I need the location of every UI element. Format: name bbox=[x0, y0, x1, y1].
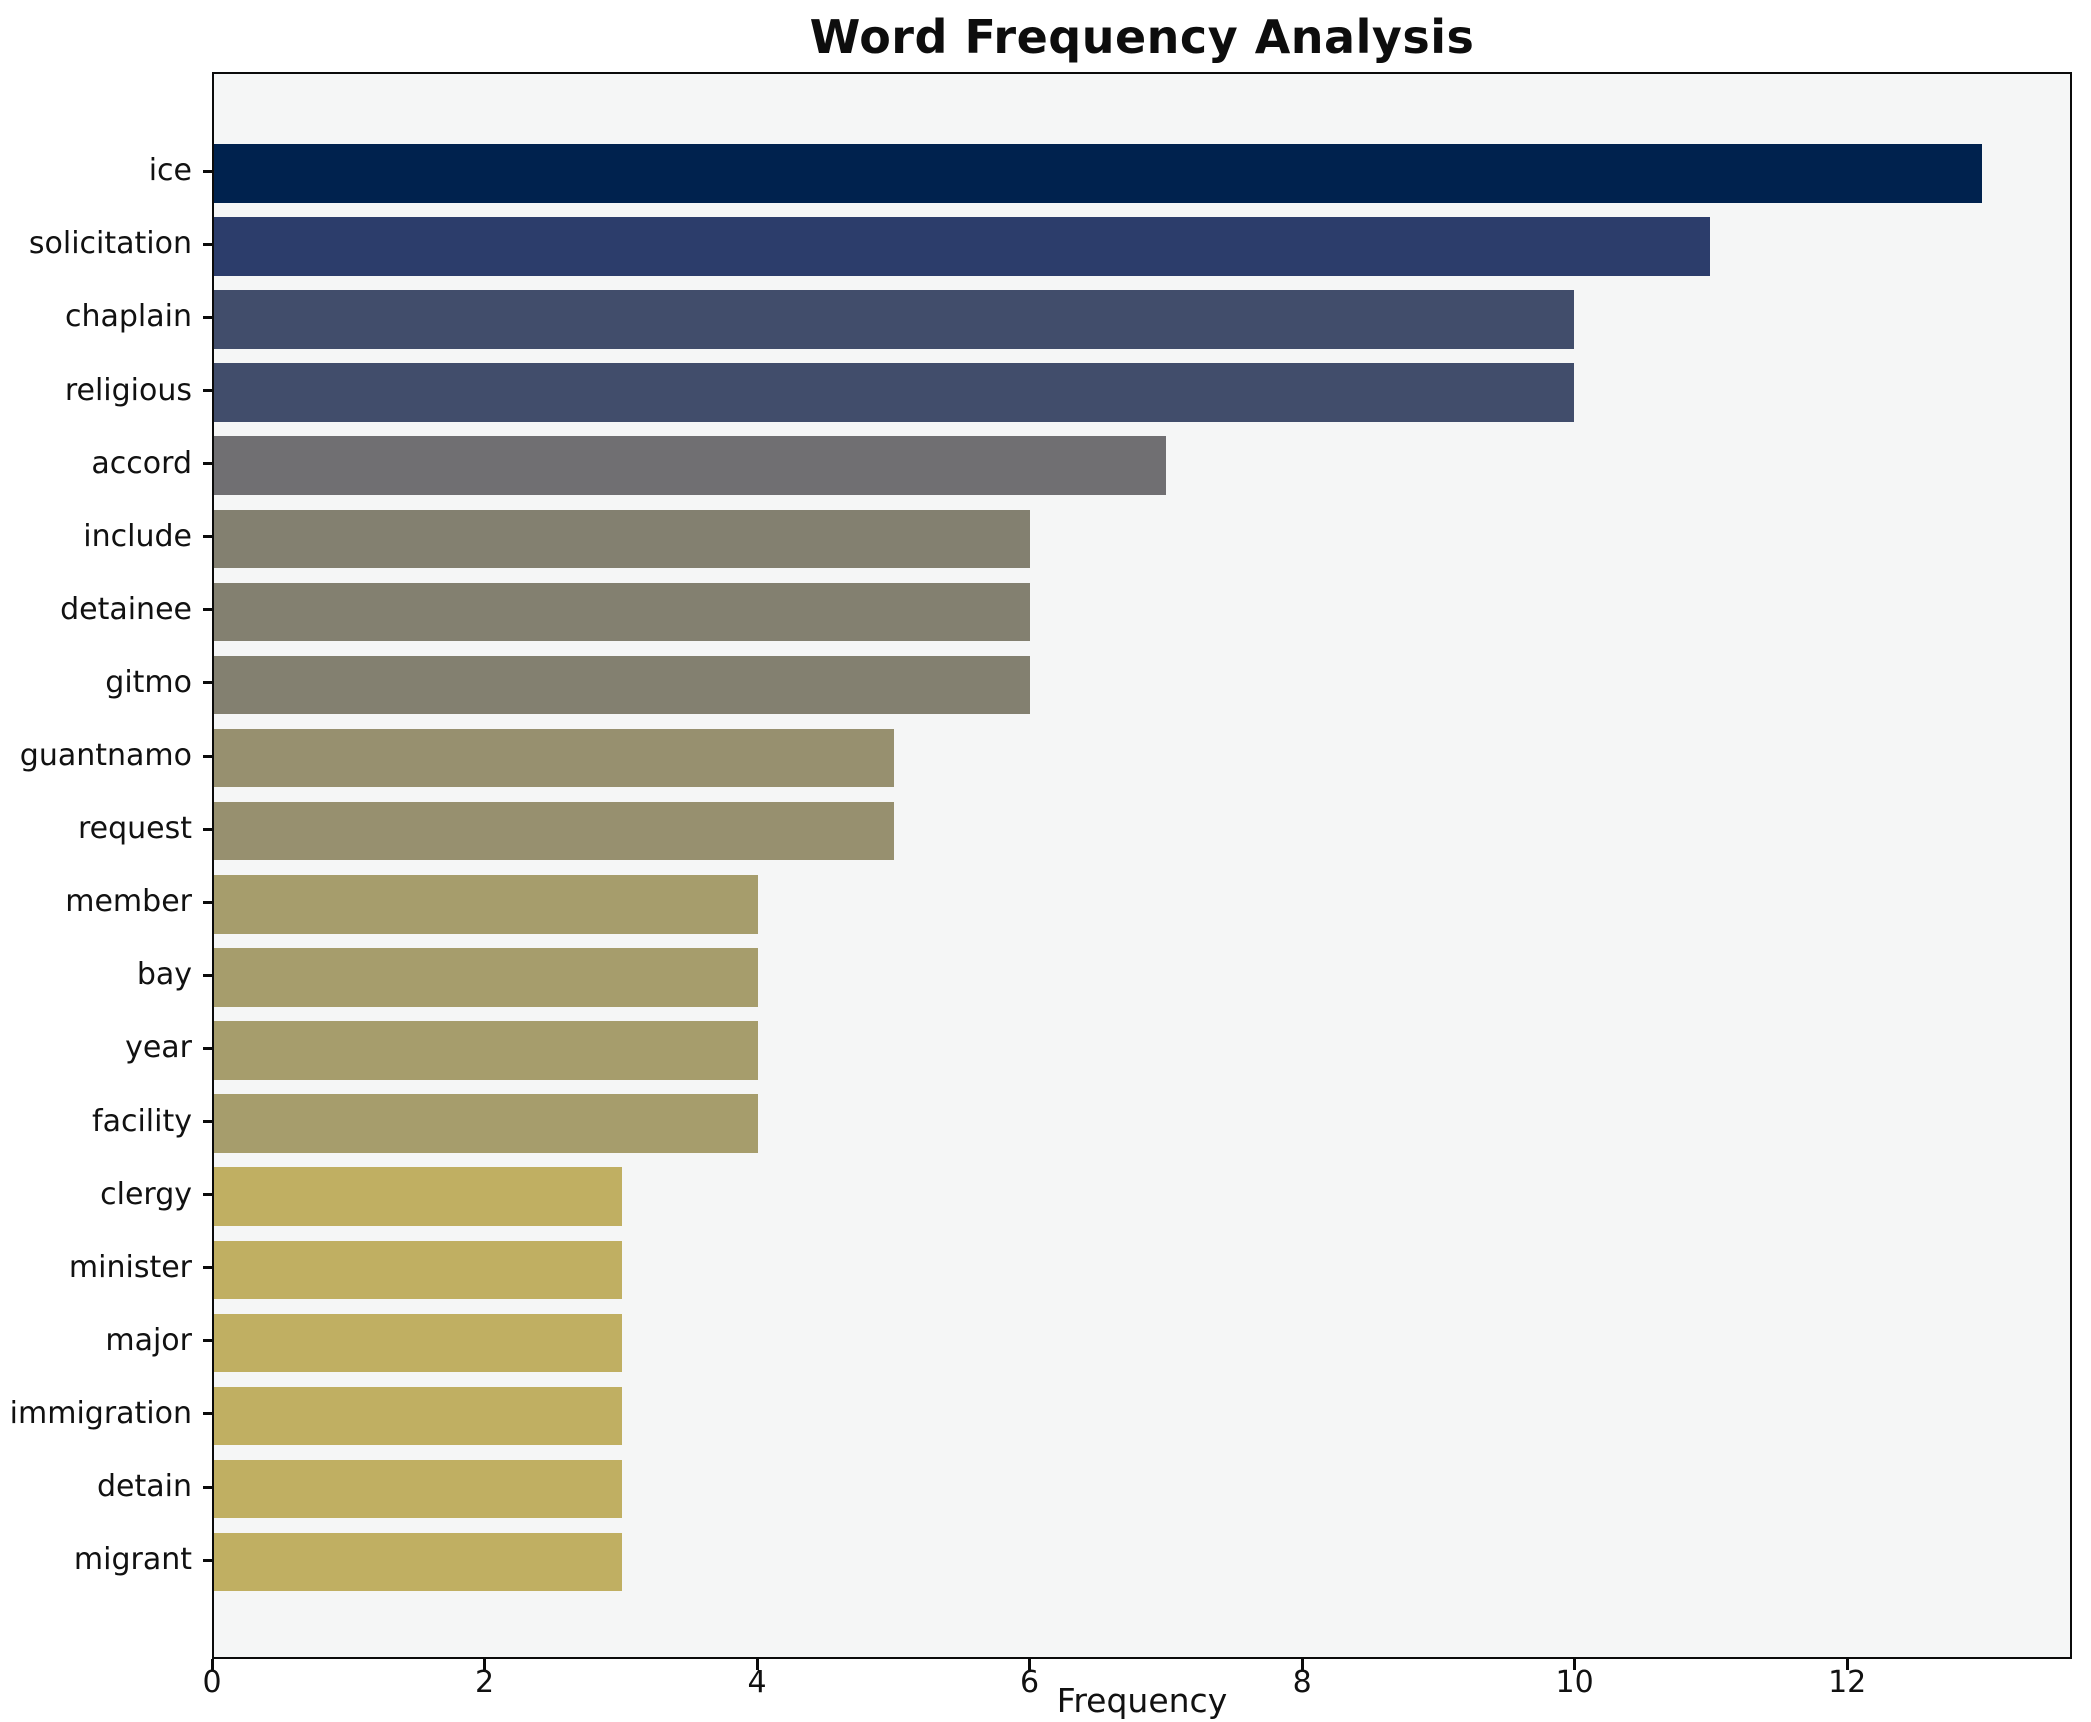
y-tick-label-member: member bbox=[65, 884, 192, 920]
y-tick-label-include: include bbox=[83, 518, 192, 554]
y-tick-mark bbox=[203, 462, 212, 466]
y-tick-mark bbox=[203, 973, 212, 977]
y-tick-mark bbox=[203, 1266, 212, 1270]
y-tick-label-guantnamo: guantnamo bbox=[19, 738, 192, 774]
bar-guantnamo bbox=[214, 728, 894, 788]
x-tick-label-8: 8 bbox=[1292, 1665, 1312, 1700]
x-tick-label-12: 12 bbox=[1828, 1665, 1867, 1700]
x-tick-mark bbox=[1845, 1659, 1849, 1670]
y-tick-label-chaplain: chaplain bbox=[64, 299, 192, 335]
y-tick-mark bbox=[203, 169, 212, 173]
x-tick-label-4: 4 bbox=[747, 1665, 767, 1700]
y-tick-mark bbox=[203, 242, 212, 246]
y-tick-label-detain: detain bbox=[97, 1469, 192, 1505]
y-tick-mark bbox=[203, 754, 212, 758]
y-tick-mark bbox=[203, 900, 212, 904]
y-tick-mark bbox=[203, 1193, 212, 1197]
x-tick-mark bbox=[1300, 1659, 1304, 1670]
plot-area bbox=[212, 72, 2072, 1659]
bar-include bbox=[214, 509, 1030, 568]
bar-member bbox=[214, 875, 758, 934]
y-tick-label-detainee: detainee bbox=[60, 591, 192, 627]
bar-detain bbox=[214, 1459, 622, 1519]
bar-immigration bbox=[214, 1386, 622, 1446]
bar-major bbox=[214, 1313, 622, 1373]
y-tick-label-accord: accord bbox=[91, 445, 192, 481]
bar-clergy bbox=[214, 1167, 622, 1226]
y-tick-mark bbox=[203, 1120, 212, 1124]
x-axis-title: Frequency bbox=[1056, 1681, 1228, 1720]
y-tick-label-bay: bay bbox=[136, 957, 192, 993]
y-tick-label-ice: ice bbox=[148, 153, 192, 189]
bar-migrant bbox=[214, 1532, 622, 1592]
y-tick-label-request: request bbox=[77, 811, 192, 847]
bar-request bbox=[214, 801, 894, 861]
y-tick-mark bbox=[203, 1046, 212, 1050]
y-tick-label-minister: minister bbox=[68, 1249, 192, 1285]
y-tick-mark bbox=[203, 315, 212, 319]
x-tick-mark bbox=[210, 1659, 214, 1670]
y-tick-mark bbox=[203, 1485, 212, 1489]
bar-gitmo bbox=[214, 655, 1030, 715]
bar-detainee bbox=[214, 582, 1030, 642]
x-tick-label-10: 10 bbox=[1555, 1665, 1594, 1700]
bar-year bbox=[214, 1021, 758, 1080]
y-tick-mark bbox=[203, 1412, 212, 1416]
bar-accord bbox=[214, 436, 1166, 495]
y-tick-label-facility: facility bbox=[92, 1103, 192, 1139]
y-tick-mark bbox=[203, 681, 212, 685]
y-tick-label-clergy: clergy bbox=[100, 1176, 192, 1212]
x-tick-label-2: 2 bbox=[474, 1665, 495, 1700]
y-tick-label-religious: religious bbox=[64, 372, 192, 408]
bar-minister bbox=[214, 1240, 622, 1299]
y-tick-label-year: year bbox=[125, 1030, 192, 1066]
y-tick-mark bbox=[203, 1558, 212, 1562]
x-tick-mark bbox=[755, 1659, 759, 1670]
y-tick-label-solicitation: solicitation bbox=[28, 226, 192, 262]
bar-bay bbox=[214, 948, 758, 1007]
y-tick-label-gitmo: gitmo bbox=[105, 664, 192, 700]
x-tick-mark bbox=[483, 1659, 487, 1670]
y-tick-mark bbox=[203, 608, 212, 612]
chart-title: Word Frequency Analysis bbox=[809, 10, 1475, 64]
y-tick-mark bbox=[203, 389, 212, 393]
x-tick-mark bbox=[1028, 1659, 1032, 1670]
x-tick-label-6: 6 bbox=[1020, 1665, 1040, 1700]
y-tick-label-immigration: immigration bbox=[9, 1395, 192, 1431]
bar-facility bbox=[214, 1094, 758, 1153]
y-tick-mark bbox=[203, 827, 212, 831]
y-tick-mark bbox=[203, 1339, 212, 1343]
bar-religious bbox=[214, 363, 1574, 422]
bar-chaplain bbox=[214, 290, 1574, 349]
bar-ice bbox=[214, 144, 1982, 203]
bar-solicitation bbox=[214, 217, 1710, 276]
y-tick-label-migrant: migrant bbox=[73, 1542, 192, 1578]
bars-layer bbox=[214, 74, 2070, 1657]
y-tick-mark bbox=[203, 535, 212, 539]
x-tick-label-0: 0 bbox=[202, 1665, 222, 1700]
x-tick-mark bbox=[1573, 1659, 1577, 1670]
y-tick-label-major: major bbox=[105, 1322, 192, 1358]
